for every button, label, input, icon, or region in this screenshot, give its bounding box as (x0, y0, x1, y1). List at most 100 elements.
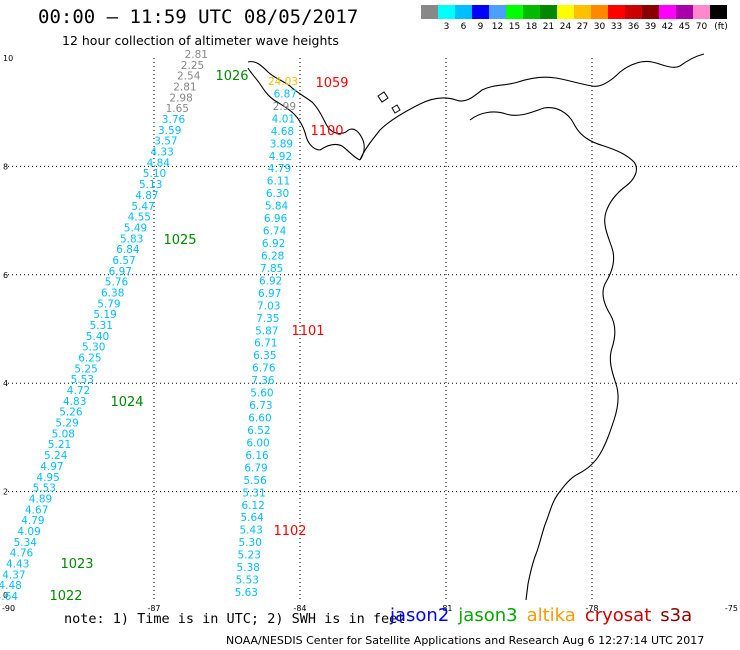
y-tick-label: 8 (3, 162, 8, 171)
track-b-value: 5.30 (239, 537, 262, 549)
track-a-value: 3.76 (162, 114, 186, 126)
color-swatch (540, 5, 557, 19)
y-tick-label: 4 (3, 379, 8, 388)
legend-cryosat: cryosat (584, 605, 652, 626)
color-swatch (523, 5, 540, 19)
track-b-value: 5.38 (237, 562, 260, 574)
page-subtitle: 12 hour collection of altimeter wave hei… (62, 33, 339, 48)
track-a-value: 4.76 (10, 548, 34, 560)
color-scale-label: 18 (525, 22, 538, 32)
track-a-value: 6.25 (78, 353, 101, 365)
track-b-value: 5.64 (240, 512, 264, 524)
color-scale-label: 42 (661, 22, 674, 32)
track-b-value: 3.89 (270, 138, 293, 150)
track-a-value: 4.72 (67, 385, 90, 397)
track-b-value: 4.68 (271, 126, 294, 138)
color-swatch (421, 5, 438, 19)
track-a-value: 4.97 (40, 461, 63, 473)
track-b-value: 4.79 (268, 163, 291, 175)
track-a-value: 3.59 (158, 125, 181, 137)
y-tick-label: 0 (3, 591, 8, 600)
track-b-value: 2.99 (273, 101, 296, 113)
track-b-value: 6.87 (274, 88, 297, 100)
track-a-value: 5.53 (71, 374, 94, 386)
color-swatch (472, 5, 489, 19)
track-a-value: 5.29 (55, 418, 78, 430)
track-a-value: 5.13 (139, 179, 162, 191)
track-b-value: 6.60 (248, 413, 271, 425)
track-b-value: 5.84 (265, 201, 289, 213)
track-b-value: 6.73 (249, 400, 272, 412)
time-markers: 1026 1025 1024 1023 1022 1059 1100 1101 1102 (49, 69, 348, 604)
track-b-value: 6.96 (264, 213, 288, 225)
time-marker: 1059 (315, 76, 348, 91)
track-a-value: 6.38 (101, 287, 124, 299)
track-a-value: 2.54 (177, 71, 201, 83)
track-b-value: 5.43 (239, 525, 262, 537)
track-a-value: 4.83 (63, 396, 86, 408)
track-a-value: 4.43 (6, 558, 29, 570)
time-marker: 1025 (163, 233, 196, 248)
track-a-value: 2.98 (169, 92, 192, 104)
time-marker: 1102 (273, 524, 306, 539)
map-gridlines (8, 58, 738, 600)
time-marker: 1023 (60, 557, 93, 572)
time-marker: 1100 (310, 124, 343, 139)
color-scale-label: 70 (695, 22, 708, 32)
color-swatch (591, 5, 608, 19)
color-scale-unit: (ft) (714, 22, 728, 32)
color-swatch (557, 5, 574, 19)
track-b-value: 5.31 (242, 487, 265, 499)
x-tick-label: -84 (293, 604, 306, 613)
color-scale-label: 6 (460, 22, 467, 32)
track-b-value: 5.53 (236, 575, 259, 587)
track-a-value: 4.67 (25, 504, 48, 516)
track-a-value: 4.48 (0, 580, 22, 592)
color-scale-label: 24 (559, 22, 572, 32)
page-title: 00:00 – 11:59 UTC 08/05/2017 (38, 6, 359, 28)
track-a-value: 3.57 (154, 136, 177, 148)
track-a-value: 4.84 (147, 157, 171, 169)
y-tick-label: 6 (3, 271, 8, 280)
track-a-value: 6.57 (112, 255, 135, 267)
color-swatch (574, 5, 591, 19)
satellite-legend: jason2 jason3 altika cryosat s3a (390, 605, 701, 626)
track-b-value: 7.03 (257, 300, 280, 312)
track-a-value: 5.10 (143, 168, 166, 180)
track-a-value: 4.33 (150, 147, 173, 159)
track-a-value: 5.21 (48, 439, 71, 451)
track-a-value: 4.64 (0, 591, 18, 603)
track-b-value: 6.74 (263, 226, 287, 238)
track-a-value: 5.25 (74, 363, 97, 375)
track-b-value: 5.56 (243, 475, 267, 487)
track-a-value: 5.19 (93, 309, 116, 321)
time-marker: 1024 (110, 395, 143, 410)
track-a-value: 4.87 (135, 190, 158, 202)
time-marker: 1022 (49, 589, 82, 604)
track-a-value: 5.79 (97, 298, 120, 310)
track-a-value: 5.53 (33, 483, 56, 495)
track-a-value: 5.76 (105, 277, 129, 289)
track-a-value: 4.55 (128, 212, 151, 224)
color-swatch (455, 5, 472, 19)
color-scale-label: 21 (542, 22, 555, 32)
color-swatch (676, 5, 693, 19)
color-swatch (642, 5, 659, 19)
track-a-value: 6.84 (116, 244, 140, 256)
color-swatch (438, 5, 455, 19)
track-a-value: 2.81 (185, 49, 208, 61)
track-a-value: 5.83 (120, 233, 143, 245)
track-b-value: 6.11 (267, 176, 290, 188)
color-scale-label: 30 (593, 22, 606, 32)
color-scale-label: 36 (627, 22, 640, 32)
color-scale-label: 15 (508, 22, 521, 32)
track-b-value: 5.63 (235, 587, 258, 599)
x-tick-label: -90 (2, 604, 15, 613)
y-tick-label: 10 (3, 54, 13, 63)
track-a-value: 5.49 (124, 222, 147, 234)
axis-tick-labels: -90 -87 -84 -81 -78 -75 0 2 4 6 8 10 (2, 54, 738, 613)
color-scale-label: 9 (477, 22, 484, 32)
track-a-value: 5.30 (82, 342, 105, 354)
track-a-value: 2.81 (173, 82, 196, 94)
track-b-value: 6.97 (258, 288, 281, 300)
